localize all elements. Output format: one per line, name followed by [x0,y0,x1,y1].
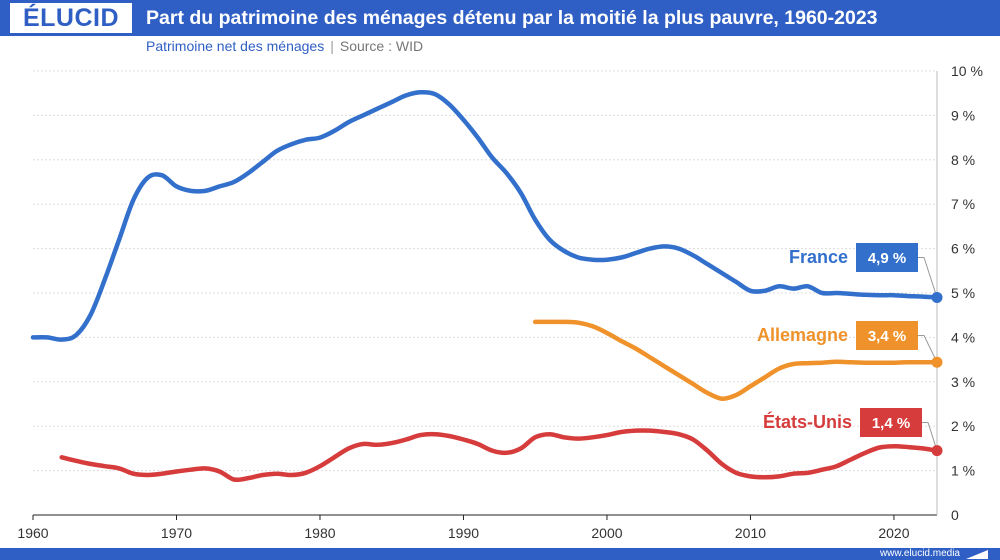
header-bar: ÉLUCID Part du patrimoine des ménages dé… [0,0,1000,36]
series-line-france [30,89,940,342]
y-tick-label-0: 0 [951,507,959,523]
y-tick-label-5: 5 % [951,285,975,301]
y-tick-label-6: 6 % [951,241,975,257]
value-badge-label-etats-unis: 1,4 % [872,415,910,432]
footer-bar [0,548,1000,560]
value-badge-label-france: 4,9 % [868,250,906,267]
value-badge-etats-unis [860,408,922,437]
x-tick-label-2020: 2020 [878,525,909,541]
y-tick-label-9: 9 % [951,107,975,123]
x-tick-label-1960: 1960 [17,525,48,541]
source-label: Source : WID [339,38,424,54]
elucid-logo[interactable]: ÉLUCID [10,3,132,33]
x-tick-label-1990: 1990 [448,525,479,541]
y-tick-label-3: 3 % [951,374,975,390]
series-name-france: France [789,247,848,267]
metric-label: Patrimoine net des ménages [146,38,325,54]
chart-subtitle: Patrimoine net des ménages | Source : WID [146,38,423,54]
leader-line-etats-unis [922,422,938,451]
series-line-etats-unis [59,428,940,483]
x-tick-label-1970: 1970 [161,525,192,541]
x-tick-label-1980: 1980 [304,525,335,541]
end-point-allemagne [931,356,943,368]
footer-url[interactable]: www.elucid.media [879,548,960,559]
series-line-allemagne [532,319,940,401]
leader-line-france [918,257,938,298]
chart-title: Part du patrimoine des ménages détenu pa… [146,7,878,29]
x-tick-label-2000: 2000 [591,525,622,541]
value-badge-france [856,243,918,272]
value-badge-allemagne [856,321,918,350]
end-point-etats-unis [931,445,943,457]
y-tick-label-4: 4 % [951,329,975,345]
leader-line-allemagne [918,335,938,363]
y-tick-label-10: 10 % [951,63,983,79]
value-badge-label-allemagne: 3,4 % [868,328,906,345]
y-tick-label-7: 7 % [951,196,975,212]
x-tick-label-2010: 2010 [735,525,766,541]
series-name-etats-unis: États-Unis [763,411,852,432]
y-tick-label-1: 1 % [951,463,975,479]
series-name-allemagne: Allemagne [757,325,848,345]
y-tick-label-8: 8 % [951,152,975,168]
end-point-france [931,291,943,303]
subtitle-separator: | [330,38,334,54]
elucid-mark-icon [966,550,988,559]
y-tick-label-2: 2 % [951,418,975,434]
